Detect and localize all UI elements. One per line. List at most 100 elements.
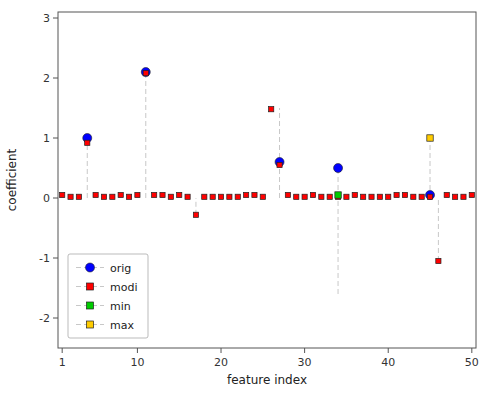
y-tick: [53, 198, 58, 199]
point: [394, 192, 399, 197]
series-orig: [83, 68, 435, 200]
legend-label: min: [110, 300, 131, 313]
legend-marker: [86, 263, 95, 272]
stem: [87, 138, 88, 198]
point: [310, 192, 315, 197]
point: [377, 194, 382, 199]
legend-marker: [87, 283, 94, 290]
legend-frame: [68, 254, 148, 338]
y-tick: [53, 18, 58, 19]
legend-marker: [87, 302, 94, 309]
point: [185, 194, 190, 199]
point: [85, 140, 90, 145]
y-tick: [53, 78, 58, 79]
point: [426, 191, 435, 200]
point: [361, 194, 366, 199]
chart: 1 10 20 30 40 50 -2 -1 0 1 2 3 feature index coeffici…: [0, 0, 488, 394]
point: [344, 194, 349, 199]
point: [469, 192, 474, 197]
y-tick-label: -2: [39, 312, 50, 325]
x-tick-label: 50: [465, 356, 479, 369]
point: [126, 194, 131, 199]
point: [260, 194, 265, 199]
point: [68, 194, 73, 199]
point: [143, 71, 148, 76]
point: [218, 194, 223, 199]
legend-label: max: [110, 319, 134, 332]
point: [141, 68, 150, 77]
background: [0, 0, 488, 394]
point: [302, 194, 307, 199]
point: [319, 194, 324, 199]
legend-marker: [87, 321, 94, 328]
point: [152, 192, 157, 197]
stem: [338, 168, 339, 294]
y-tick-label: 2: [43, 72, 50, 85]
point: [168, 194, 173, 199]
point: [101, 194, 106, 199]
stem: [279, 108, 280, 198]
y-tick-label: 0: [43, 192, 50, 205]
series-modi: [60, 71, 475, 264]
point: [327, 194, 332, 199]
point: [160, 192, 165, 197]
point: [193, 212, 198, 217]
stem: [430, 138, 431, 198]
x-tick: [221, 348, 222, 353]
point: [436, 258, 441, 263]
point: [210, 194, 215, 199]
x-tick: [62, 348, 63, 353]
x-axis-label: feature index: [227, 373, 307, 387]
legend-label: modi: [110, 281, 137, 294]
axes: 1 10 20 30 40 50 -2 -1 0 1 2 3: [39, 12, 479, 369]
point: [277, 162, 282, 167]
point: [227, 194, 232, 199]
plot-frame: [58, 12, 476, 348]
y-tick-label: -1: [39, 252, 50, 265]
point: [235, 194, 240, 199]
y-tick: [53, 258, 58, 259]
y-tick-label: 1: [43, 132, 50, 145]
point: [269, 107, 274, 112]
y-tick: [53, 318, 58, 319]
y-tick-label: 3: [43, 12, 50, 25]
point: [110, 194, 115, 199]
x-tick: [137, 348, 138, 353]
legend-label: orig: [110, 262, 131, 275]
x-tick-label: 10: [130, 356, 144, 369]
x-tick-label: 40: [381, 356, 395, 369]
x-tick-label: 30: [298, 356, 312, 369]
point: [352, 192, 357, 197]
x-tick: [471, 348, 472, 353]
x-tick: [304, 348, 305, 353]
point: [461, 194, 466, 199]
series-max: [427, 135, 433, 141]
point: [427, 135, 433, 141]
legend: orig modi min max: [68, 254, 148, 338]
y-axis-label: coefficient: [5, 148, 19, 211]
point: [411, 194, 416, 199]
x-tick-label: 20: [214, 356, 228, 369]
point: [93, 192, 98, 197]
point: [334, 164, 343, 173]
y-tick: [53, 138, 58, 139]
point: [427, 194, 432, 199]
point: [118, 192, 123, 197]
series-min: [335, 192, 341, 198]
point: [202, 194, 207, 199]
point: [369, 194, 374, 199]
point: [76, 194, 81, 199]
point: [60, 192, 65, 197]
point: [285, 192, 290, 197]
point: [453, 194, 458, 199]
point: [244, 192, 249, 197]
point: [135, 192, 140, 197]
point: [177, 192, 182, 197]
point: [402, 192, 407, 197]
point: [252, 192, 257, 197]
point: [335, 192, 341, 198]
stem: [145, 72, 146, 198]
point: [444, 192, 449, 197]
x-tick-label: 1: [59, 356, 66, 369]
x-tick: [388, 348, 389, 353]
